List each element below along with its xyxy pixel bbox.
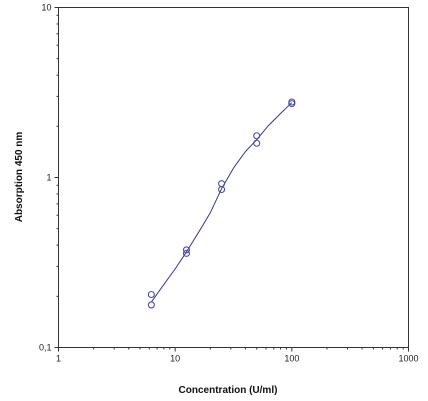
y-tick-label: 0,1: [39, 343, 52, 353]
x-tick-label: 1000: [398, 354, 418, 364]
data-point: [182, 246, 191, 254]
data-point: [288, 100, 296, 108]
data-point: [218, 180, 226, 188]
x-tick-label: 1: [56, 354, 61, 364]
x-axis-ticks: 1 10 100 1000: [56, 347, 419, 364]
data-point: [182, 249, 191, 257]
x-tick-label: 100: [284, 354, 299, 364]
data-point: [147, 290, 155, 299]
data-point: [253, 132, 261, 140]
y-axis-ticks: 0,1 1 10: [39, 3, 59, 353]
fit-curve: [150, 102, 293, 303]
y-tick-label: 1: [46, 173, 51, 183]
x-tick-label: 10: [170, 354, 180, 364]
data-point: [147, 301, 155, 309]
data-point: [218, 185, 226, 194]
data-points-layer: [147, 98, 296, 309]
y-tick-label: 10: [41, 3, 51, 13]
fit-curve-layer: [150, 102, 293, 303]
y-axis-label: Absorption 450 nm: [14, 132, 25, 223]
x-axis-label: Concentration (U/ml): [179, 385, 278, 396]
data-point: [253, 139, 261, 147]
plot-frame: [58, 7, 409, 348]
